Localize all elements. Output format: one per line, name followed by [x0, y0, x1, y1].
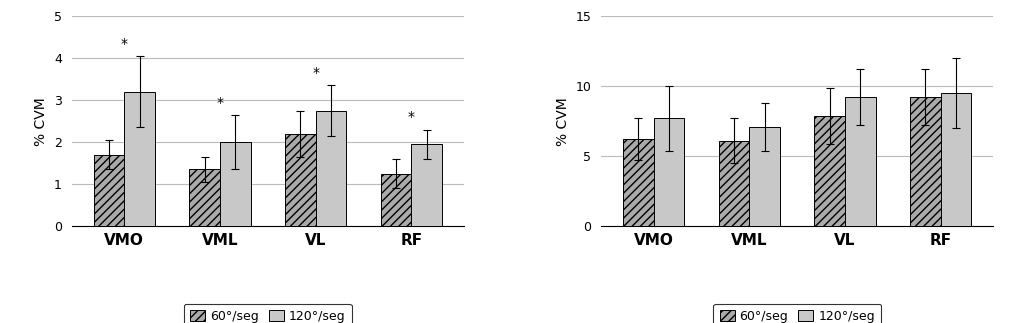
Bar	[381, 174, 412, 226]
Bar	[845, 97, 876, 226]
Bar	[93, 155, 124, 226]
Text: *: *	[121, 37, 128, 51]
Bar	[285, 134, 315, 226]
Bar	[315, 110, 346, 226]
Text: *: *	[216, 96, 223, 109]
Text: *: *	[312, 66, 319, 80]
Y-axis label: % CVM: % CVM	[35, 97, 48, 145]
Legend: 60°/seg, 120°/seg: 60°/seg, 120°/seg	[714, 304, 881, 323]
Bar	[814, 116, 845, 226]
Bar	[124, 92, 155, 226]
Y-axis label: % CVM: % CVM	[556, 97, 570, 145]
Bar	[750, 127, 780, 226]
Bar	[910, 97, 941, 226]
Text: *: *	[408, 110, 415, 124]
Legend: 60°/seg, 120°/seg: 60°/seg, 120°/seg	[184, 304, 351, 323]
Bar	[624, 139, 653, 226]
Bar	[220, 142, 251, 226]
Bar	[941, 93, 972, 226]
Bar	[412, 144, 441, 226]
Bar	[719, 141, 750, 226]
Bar	[653, 118, 684, 226]
Bar	[189, 169, 220, 226]
